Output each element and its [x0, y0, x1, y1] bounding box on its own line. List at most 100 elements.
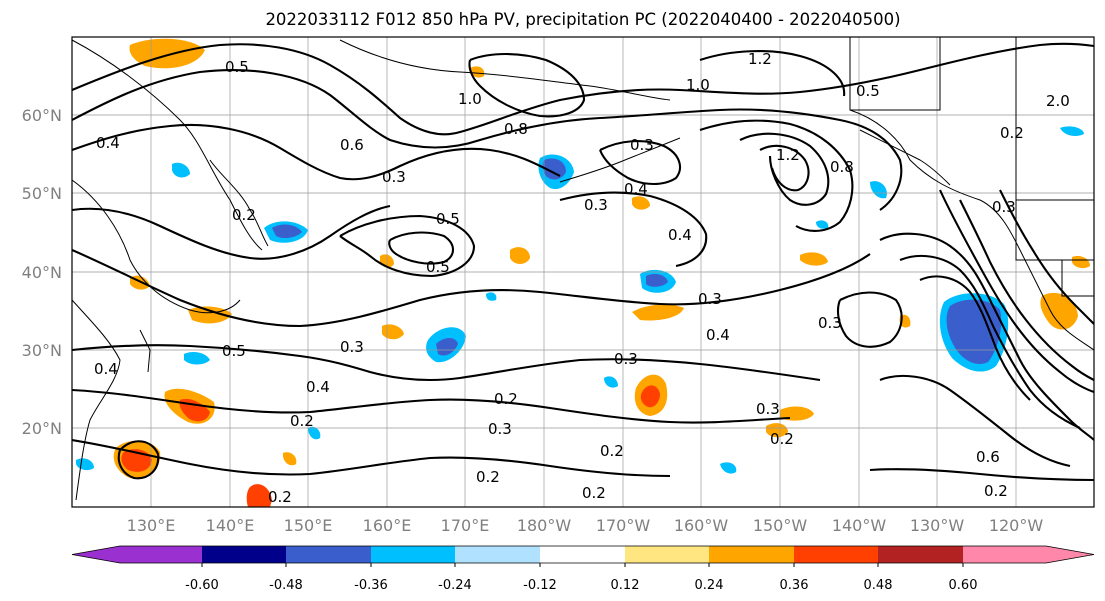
precip-positive — [510, 247, 530, 264]
contour-label: 0.4 — [96, 134, 120, 152]
lat-label: 60°N — [22, 106, 62, 125]
precip-positive — [766, 423, 788, 438]
colorbar-ticks: -0.60 -0.48 -0.36 -0.24 -0.12 0.12 0.24 … — [185, 578, 977, 593]
precip-strong — [246, 484, 272, 507]
precip-negative — [486, 292, 497, 301]
map-frame — [71, 36, 1095, 508]
contour-label: 0.4 — [706, 326, 730, 344]
contour-labels: 0.5 1.0 1.2 1.0 0.5 2.0 0.2 0.8 0.3 0.6 … — [94, 50, 1070, 506]
precip-negative — [1060, 126, 1084, 136]
lon-label: 140°W — [832, 516, 887, 535]
contour-label: 0.6 — [976, 448, 1000, 466]
colorbar-segment — [72, 546, 202, 563]
colorbar-segment — [794, 546, 878, 563]
lon-label: 150°W — [753, 516, 808, 535]
lat-label: 40°N — [22, 263, 62, 282]
contour-label: 0.2 — [600, 442, 624, 460]
colorbar-tick-label: -0.60 — [185, 578, 219, 593]
precip-negative-strong — [272, 224, 302, 239]
colorbar-tick-label: -0.12 — [523, 578, 557, 593]
latitude-axis: 60°N 50°N 40°N 30°N 20°N — [22, 106, 62, 438]
contour-label: 0.2 — [494, 390, 518, 408]
lon-label: 120°W — [989, 516, 1044, 535]
colorbar-segment — [202, 546, 286, 563]
precip-negative — [816, 220, 829, 229]
precip-negative-strong — [646, 274, 668, 287]
contour-label: 0.4 — [624, 180, 648, 198]
contour-label: 1.2 — [776, 146, 800, 164]
colorbar-segment — [709, 546, 794, 563]
lon-label: 140°E — [206, 516, 255, 535]
precip-positive — [1040, 292, 1078, 330]
contour-label: 0.3 — [382, 168, 406, 186]
lon-label: 160°W — [674, 516, 729, 535]
precip-positive — [188, 306, 232, 324]
contour-label: 0.4 — [306, 378, 330, 396]
contour-label: 1.0 — [458, 90, 482, 108]
colorbar-segment — [286, 546, 371, 563]
contour-label: 0.2 — [984, 482, 1008, 500]
lon-label: 130°W — [910, 516, 965, 535]
precip-strong — [640, 385, 660, 408]
colorbar-tick-label: 0.48 — [864, 578, 893, 593]
contour-label: 0.5 — [225, 58, 249, 76]
lat-label: 30°N — [22, 341, 62, 360]
precipitation-shading — [76, 38, 1090, 507]
contour-label: 0.2 — [268, 488, 292, 506]
lat-label: 50°N — [22, 184, 62, 203]
contour-label: 2.0 — [1046, 92, 1070, 110]
contour-label: 0.8 — [830, 158, 854, 176]
precip-negative-strong — [542, 158, 566, 180]
pv-contours — [72, 42, 1094, 482]
colorbar-segment — [625, 546, 709, 563]
precip-negative — [308, 426, 321, 440]
contour-label: 0.3 — [756, 400, 780, 418]
colorbar-segment — [540, 546, 625, 563]
contour-label: 0.5 — [222, 342, 246, 360]
contour-label: 0.2 — [290, 412, 314, 430]
contour-label: 0.5 — [856, 82, 880, 100]
contour-label: 0.3 — [614, 350, 638, 368]
contour-label: 0.5 — [426, 258, 450, 276]
precip-negative — [184, 352, 210, 365]
contour-label: 0.6 — [340, 136, 364, 154]
contour-label: 0.3 — [992, 198, 1016, 216]
colorbar-tick-label: 0.24 — [695, 578, 724, 593]
precip-negative — [172, 162, 190, 178]
contour-label: 0.5 — [436, 210, 460, 228]
lon-label: 160°E — [363, 516, 412, 535]
contour-label: 0.3 — [584, 196, 608, 214]
colorbar-segment — [963, 546, 1094, 563]
contour-label: 0.3 — [630, 136, 654, 154]
colorbar-tick-label: -0.24 — [438, 578, 472, 593]
lon-label: 170°W — [596, 516, 651, 535]
contour-label: 0.4 — [94, 360, 118, 378]
contour-label: 0.2 — [476, 468, 500, 486]
longitude-axis: 130°E 140°E 150°E 160°E 170°E 180°W 170°… — [127, 516, 1044, 535]
contour-label: 1.0 — [686, 76, 710, 94]
contour-label: 0.2 — [582, 484, 606, 502]
precip-negative — [720, 462, 737, 474]
precip-positive — [632, 304, 684, 321]
lon-label: 130°E — [127, 516, 176, 535]
colorbar-segment — [878, 546, 963, 563]
colorbar-outline — [71, 545, 1095, 564]
precip-positive — [800, 252, 828, 266]
colorbar-tick-label: -0.48 — [269, 578, 303, 593]
contour-label: 0.2 — [232, 206, 256, 224]
contour-label: 0.3 — [488, 420, 512, 438]
colorbar: -0.60 -0.48 -0.36 -0.24 -0.12 0.12 0.24 … — [71, 545, 1095, 593]
colorbar-segment — [371, 546, 455, 563]
contour-label: 1.2 — [748, 50, 772, 68]
colorbar-segments — [71, 545, 1095, 567]
lat-label: 20°N — [22, 419, 62, 438]
colorbar-tick-label: -0.36 — [354, 578, 388, 593]
colorbar-tick-label: 0.60 — [949, 578, 978, 593]
contour-label: 0.2 — [770, 430, 794, 448]
precip-positive — [382, 324, 404, 340]
precip-negative — [604, 376, 618, 388]
figure-title: 2022033112 F012 850 hPa PV, precipitatio… — [265, 10, 900, 29]
colorbar-segment — [455, 546, 540, 563]
lon-label: 170°E — [441, 516, 490, 535]
